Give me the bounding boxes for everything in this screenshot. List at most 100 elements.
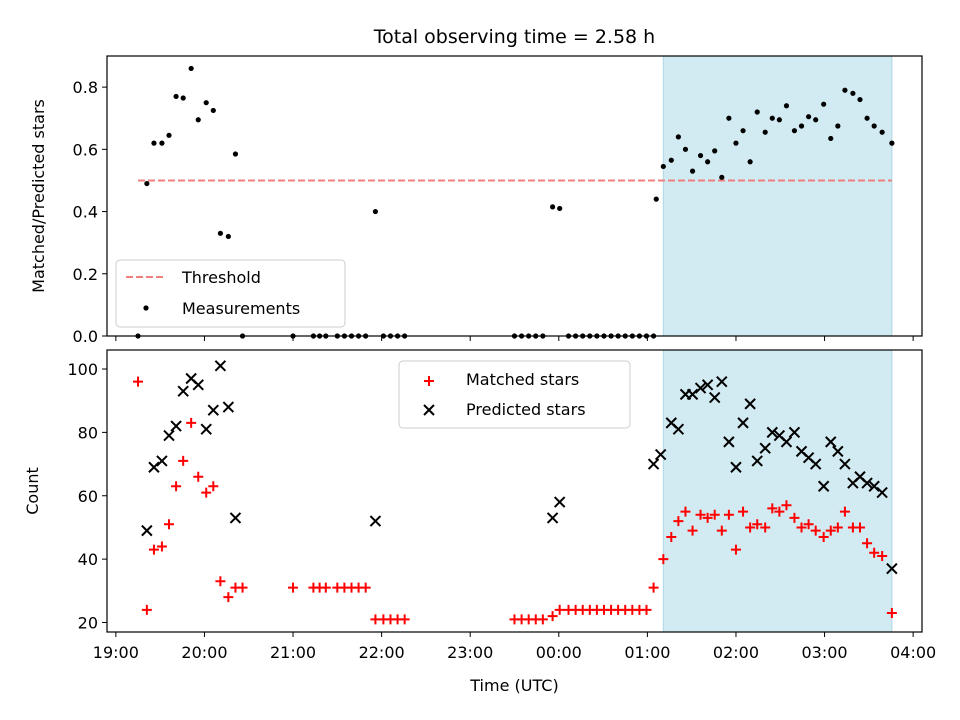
measurement-point — [225, 233, 231, 240]
predicted-point — [839, 458, 851, 470]
measurement-point — [217, 230, 223, 236]
matched-point — [695, 509, 706, 520]
legend-box — [398, 360, 631, 429]
matched-point — [716, 525, 727, 536]
measurement-point — [813, 117, 819, 123]
matched-point — [641, 604, 652, 615]
measurement-point — [653, 196, 659, 202]
measurement-point — [850, 90, 856, 96]
measurement-point — [864, 115, 870, 121]
matched-point — [767, 503, 778, 514]
matched-point — [208, 481, 219, 492]
x-tick-label: 22:00 — [359, 643, 405, 662]
predicted-point — [163, 429, 175, 442]
measurement-point — [747, 159, 753, 165]
legend-measurements-label: Measurements — [182, 299, 300, 318]
predicted-point — [672, 423, 685, 435]
matched-point — [193, 471, 204, 482]
y-tick-label: 60 — [78, 487, 98, 506]
predicted-point — [886, 562, 898, 575]
matched-point — [288, 582, 299, 593]
legend-matched-label: Matched stars — [466, 370, 579, 389]
matched-point — [320, 582, 331, 593]
matched-point — [658, 554, 669, 565]
predicted-point — [686, 388, 699, 401]
predicted-point — [868, 480, 880, 492]
matched-point — [201, 487, 212, 498]
matched-point — [854, 522, 865, 533]
measurement-point — [188, 65, 194, 72]
y-tick-label: 0.8 — [73, 78, 98, 97]
measurement-point — [776, 117, 782, 123]
measurement-point — [889, 140, 895, 146]
x-tick-label: 03:00 — [801, 643, 847, 662]
predicted-point — [809, 458, 822, 470]
y-tick-label: 0.6 — [73, 140, 98, 159]
matched-point — [709, 509, 720, 520]
measurement-point — [697, 152, 704, 159]
matched-point — [760, 522, 771, 533]
legend-matched-swatch — [424, 376, 434, 386]
predicted-point — [192, 379, 204, 391]
y-tick-label: 80 — [78, 423, 98, 442]
measurement-point — [166, 132, 172, 138]
y-axis-label-top: Matched/Predicted stars — [29, 99, 48, 293]
matched-point — [832, 522, 843, 533]
predicted-point — [148, 461, 160, 473]
matched-point — [673, 516, 684, 527]
matched-point — [810, 525, 821, 536]
legend-bottom: Matched stars Predicted stars — [398, 360, 631, 429]
matched-point — [666, 531, 677, 542]
y-tick-label: 20 — [78, 613, 98, 632]
predicted-point — [832, 445, 844, 458]
predicted-point — [701, 379, 714, 391]
measurement-point — [798, 123, 805, 129]
matched-point — [148, 544, 159, 555]
measurements-series — [135, 65, 895, 339]
measurement-point — [668, 157, 674, 163]
matched-point — [648, 582, 659, 593]
measurement-point — [769, 115, 775, 121]
predicted-point — [222, 401, 235, 413]
predicted-point — [766, 426, 778, 439]
matched-point — [781, 500, 792, 511]
predicted-point — [156, 455, 168, 467]
measurement-point — [754, 109, 760, 115]
top-axes-frame — [106, 55, 923, 337]
predicted-point — [825, 436, 837, 448]
measurement-point — [726, 115, 732, 121]
matched-point — [886, 607, 897, 618]
measurement-point — [821, 101, 827, 107]
measurement-point — [835, 123, 841, 129]
matched-point — [839, 506, 850, 517]
matched-point — [171, 481, 182, 492]
measurement-point — [712, 148, 718, 154]
matched-point — [399, 614, 410, 625]
x-tick-label: 20:00 — [181, 643, 227, 662]
matched-point — [186, 417, 197, 428]
measurement-point — [195, 117, 201, 123]
matched-point — [223, 592, 234, 603]
matched-point — [680, 506, 691, 517]
measurement-point — [783, 103, 790, 109]
measurement-point — [733, 140, 739, 146]
y-tick-label: 40 — [78, 550, 98, 569]
measurement-point — [705, 159, 711, 165]
predicted-point — [654, 448, 667, 461]
measurement-point — [719, 174, 725, 180]
measurement-point — [210, 107, 216, 114]
predicted-point — [553, 496, 566, 508]
matched-point — [789, 512, 800, 523]
matched-point — [803, 519, 814, 530]
measurement-point — [151, 140, 157, 146]
predicted-point — [788, 426, 801, 439]
matched-point — [723, 509, 734, 520]
legend-box — [115, 259, 346, 328]
matched-point — [554, 604, 565, 615]
matched-point — [237, 582, 248, 593]
matched-point — [141, 604, 152, 615]
measurement-point — [159, 140, 165, 146]
measurement-point — [557, 205, 563, 212]
predicted-point — [647, 458, 660, 470]
